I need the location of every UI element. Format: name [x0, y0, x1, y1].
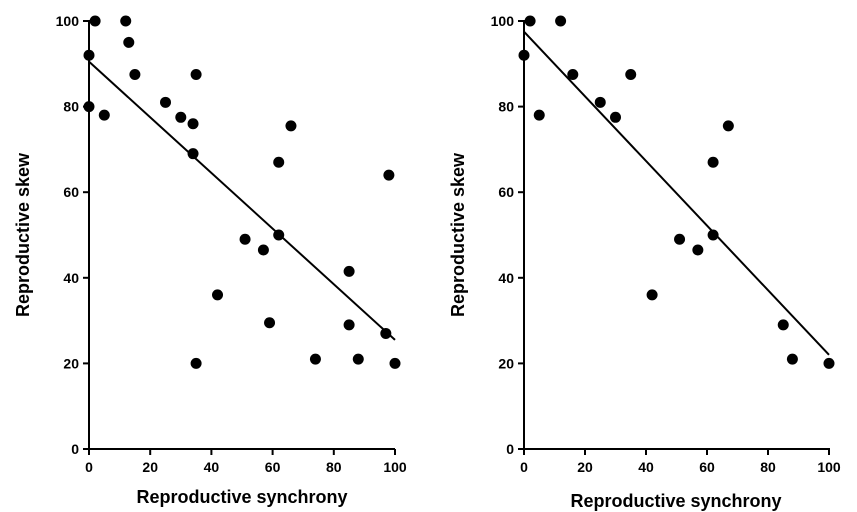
data-point	[533, 109, 545, 121]
data-point	[89, 15, 101, 27]
data-point	[610, 111, 621, 123]
data-point	[309, 353, 321, 365]
trend-line	[88, 60, 396, 341]
data-point	[285, 120, 297, 132]
trend-line	[523, 31, 830, 356]
data-point	[383, 169, 395, 181]
right-scatter-panel: 0 20 40 60 80 100 0 20 40 60 80 100 Reproductive s…	[448, 13, 841, 511]
x-tick-label: 40	[638, 459, 654, 475]
data-point	[786, 353, 798, 365]
x-tick-label: 80	[326, 459, 342, 475]
data-point	[175, 111, 187, 123]
data-point	[129, 69, 141, 80]
data-point	[273, 229, 285, 241]
data-point	[257, 244, 269, 256]
y-tick-label: 100	[491, 13, 515, 29]
y-tick-label: 60	[63, 184, 79, 200]
y-axis-title: Reproductive skew	[448, 152, 468, 317]
x-axis-title: Reproductive synchrony	[136, 487, 347, 507]
x-tick-label: 100	[817, 459, 841, 475]
data-point	[98, 109, 110, 121]
data-point	[343, 265, 355, 277]
data-point	[380, 327, 392, 339]
data-point	[212, 289, 224, 301]
data-point	[518, 49, 530, 61]
left-scatter-panel: 0 20 40 60 80 100 0 20 40 60 80 100 Reproductive s…	[13, 13, 407, 507]
y-tick-label: 20	[498, 355, 514, 371]
data-point	[389, 357, 401, 369]
x-tick-label: 60	[699, 459, 715, 475]
data-point	[722, 120, 734, 132]
data-point	[524, 15, 536, 27]
data-point	[625, 69, 637, 80]
data-point	[692, 244, 704, 256]
data-point	[777, 319, 789, 331]
data-point	[190, 357, 202, 369]
data-point	[239, 233, 251, 245]
data-point	[352, 353, 364, 365]
x-tick-label: 40	[204, 459, 220, 475]
y-tick-label: 60	[498, 184, 514, 200]
data-point	[594, 96, 606, 108]
y-tick-label: 40	[63, 270, 79, 286]
y-axis-title: Reproductive skew	[13, 152, 33, 317]
y-tick-label: 0	[71, 441, 79, 457]
data-point	[646, 289, 658, 301]
x-tick-label: 0	[520, 459, 528, 475]
data-point	[823, 357, 835, 369]
data-point	[567, 69, 579, 80]
data-point	[123, 36, 135, 48]
data-point	[343, 319, 355, 331]
x-tick-label: 60	[265, 459, 281, 475]
data-point	[707, 156, 719, 168]
x-tick-label: 80	[760, 459, 776, 475]
x-axis-title: Reproductive synchrony	[570, 491, 781, 511]
data-point	[120, 15, 132, 27]
y-tick-label: 0	[506, 441, 514, 457]
y-tick-label: 40	[498, 270, 514, 286]
data-point	[555, 15, 567, 27]
data-point	[273, 156, 285, 168]
data-point	[83, 101, 95, 113]
y-tick-label: 80	[63, 99, 79, 115]
data-point	[83, 49, 95, 61]
data-point	[190, 69, 202, 80]
data-point	[674, 233, 686, 245]
x-tick-label: 20	[142, 459, 158, 475]
data-point	[187, 118, 199, 130]
data-point	[707, 229, 719, 241]
y-tick-label: 20	[63, 355, 79, 371]
x-tick-label: 100	[383, 459, 407, 475]
y-tick-label: 100	[56, 13, 80, 29]
x-tick-label: 20	[577, 459, 593, 475]
data-point	[264, 317, 276, 329]
y-tick-label: 80	[498, 99, 514, 115]
x-tick-label: 0	[85, 459, 93, 475]
data-point	[187, 148, 199, 160]
data-point	[160, 96, 171, 108]
